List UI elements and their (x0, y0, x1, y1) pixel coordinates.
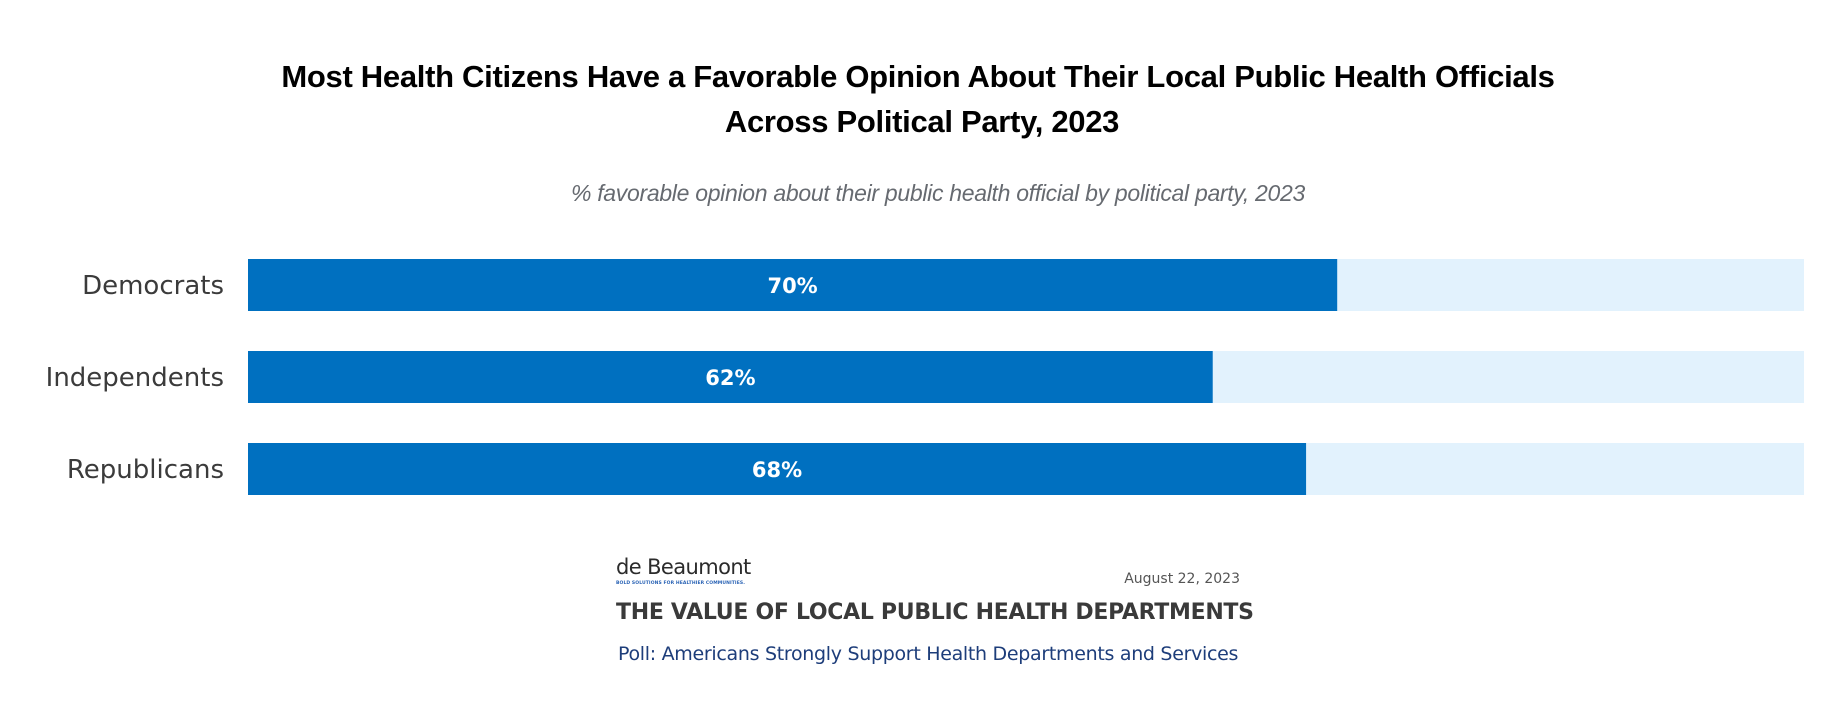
chart-title: Most Health Citizens Have a Favorable Op… (0, 54, 1844, 144)
bar-democrats (248, 259, 1338, 311)
bar-republicans (248, 443, 1307, 495)
bar-chart: Democrats 70% Independents 62% Republicans 68… (46, 259, 1804, 495)
bar-independents (248, 351, 1213, 403)
category-label-democrats: Democrats (82, 271, 224, 301)
chart-title-line-2: Across Political Party, 2023 (724, 104, 1120, 139)
chart-title-line-1: Most Health Citizens Have a Favorable Op… (281, 59, 1555, 94)
value-label-republicans: 68% (752, 458, 802, 482)
logo-name: de Beaumont (616, 555, 751, 579)
category-label-republicans: Republicans (67, 455, 224, 485)
de-beaumont-logo: de Beaumont BOLD SOLUTIONS FOR HEALTHIER… (616, 555, 751, 586)
report-title: THE VALUE OF LOCAL PUBLIC HEALTH DEPARTM… (616, 600, 1254, 625)
category-label-independents: Independents (46, 363, 224, 393)
logo-tagline: BOLD SOLUTIONS FOR HEALTHIER COMMUNITIES… (616, 581, 746, 586)
publication-date: August 22, 2023 (1124, 571, 1240, 587)
value-label-independents: 62% (705, 366, 755, 390)
value-label-democrats: 70% (767, 274, 817, 298)
report-link[interactable]: Poll: Americans Strongly Support Health … (618, 643, 1239, 665)
chart-subtitle: % favorable opinion about their public h… (570, 180, 1306, 206)
